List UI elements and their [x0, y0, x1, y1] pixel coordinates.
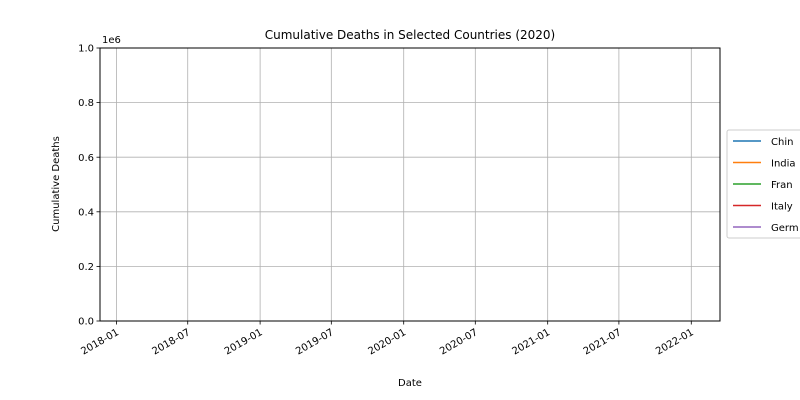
- x-tick-label: 2021-07: [582, 327, 624, 357]
- x-tick-label: 2020-07: [438, 327, 480, 357]
- y-tick-label: 0.6: [78, 153, 94, 164]
- legend-label-germany: Germ: [771, 223, 799, 234]
- x-tick-label: 2019-01: [223, 327, 265, 357]
- x-tick-label: 2019-07: [294, 327, 336, 357]
- y-axis-label: Cumulative Deaths: [51, 136, 62, 232]
- y-tick-label: 0.0: [78, 317, 94, 328]
- legend: Chin India Fran Italy Germ: [726, 129, 800, 239]
- legend-label-china: Chin: [771, 137, 793, 148]
- chart-title: Cumulative Deaths in Selected Countries …: [265, 28, 556, 42]
- x-axis: 2018-01 2018-07 2019-01 2019-07 2020-01 2020-…: [79, 321, 696, 357]
- y-tick-label: 0.4: [78, 207, 94, 218]
- x-tick-label: 2022-01: [654, 327, 696, 357]
- x-tick-label: 2020-01: [367, 327, 409, 357]
- x-tick-label: 2021-01: [510, 327, 552, 357]
- legend-frame: [726, 129, 800, 239]
- legend-label-india: India: [771, 159, 796, 170]
- legend-label-italy: Italy: [771, 202, 793, 213]
- legend-label-france: Fran: [771, 180, 793, 191]
- y-axis-offset-text: 1e6: [102, 35, 121, 46]
- y-tick-label: 0.2: [78, 262, 94, 273]
- y-tick-label: 0.8: [78, 98, 94, 109]
- x-axis-label: Date: [398, 378, 422, 389]
- x-tick-label: 2018-07: [151, 327, 193, 357]
- x-tick-label: 2018-01: [79, 327, 121, 357]
- plot-area-frame: [99, 47, 721, 322]
- grid: [100, 47, 720, 322]
- y-tick-label: 1.0: [78, 44, 94, 55]
- y-axis: 0.0 0.2 0.4 0.6 0.8 1.0: [78, 44, 100, 328]
